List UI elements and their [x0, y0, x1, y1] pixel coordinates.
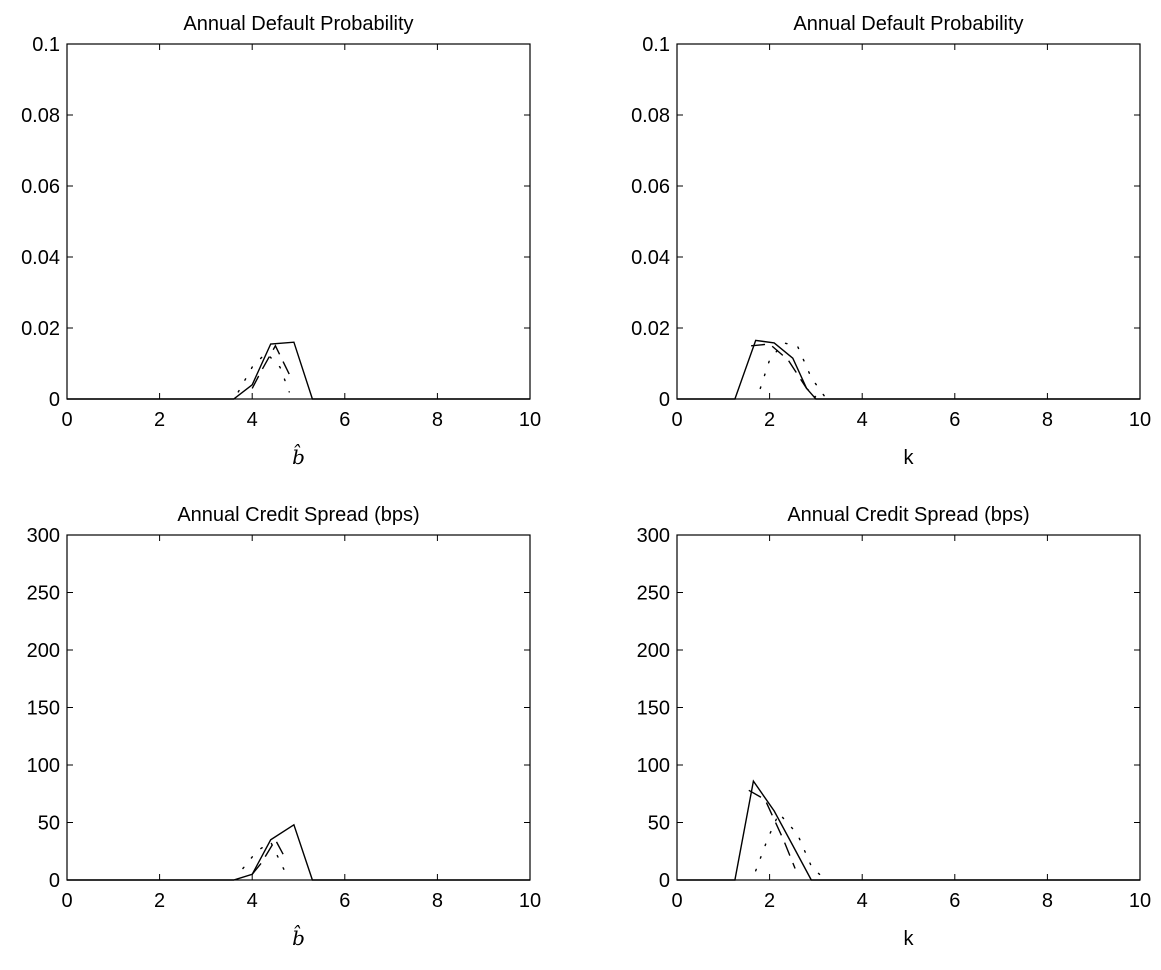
series-line-dotted [242, 840, 286, 872]
series-line-dashed [251, 344, 290, 389]
series-line-solid [677, 779, 1140, 881]
x-tick-label: 4 [857, 890, 868, 912]
x-tick-label: 2 [154, 409, 165, 431]
y-tick-label: 0 [659, 389, 670, 411]
y-tick-label: 0.02 [631, 318, 670, 340]
y-tick-label: 50 [648, 813, 670, 835]
y-tick-label: 100 [637, 755, 670, 777]
chart-title: Annual Default Probability [183, 13, 413, 35]
axes-frame [676, 534, 1141, 881]
x-tick-label: 10 [519, 890, 541, 912]
x-tick-label: 2 [764, 409, 775, 431]
subplot-3: Annual Credit Spread (bps)0 2 4 6 8 100501001… [27, 504, 542, 950]
x-tick-label: 0 [61, 890, 72, 912]
series-line-dotted [755, 812, 826, 881]
subplot-1: Annual Default Probability 0 2 4 6 8 10 0 0.02 0.… [21, 13, 541, 469]
y-tick-label: 0.08 [21, 105, 60, 127]
x-axis-label: b̂ [292, 924, 305, 950]
y-tick-label: 100 [27, 755, 60, 777]
x-tick-label: 8 [1042, 890, 1053, 912]
subplot-4: Annual Credit Spread (bps)0 2 4 6 8 100501001… [637, 504, 1152, 950]
y-tick-label: 150 [27, 698, 60, 720]
y-tick-label: 0.06 [631, 176, 670, 198]
y-tick-label: 0.04 [21, 247, 60, 269]
y-tick-label: 0.1 [642, 34, 670, 56]
y-tick-label: 0 [49, 389, 60, 411]
x-axis-label: b̂ [292, 443, 305, 469]
x-tick-label: 6 [339, 409, 350, 431]
y-tick-label: 300 [637, 525, 670, 547]
x-tick-label: 0 [61, 409, 72, 431]
x-tick-label: 4 [857, 409, 868, 431]
series-line-dashed [751, 343, 817, 398]
y-tick-label: 0.02 [21, 318, 60, 340]
y-tick-label: 150 [637, 698, 670, 720]
series-line-dotted [759, 342, 826, 398]
y-tick-label: 0.06 [21, 176, 60, 198]
x-tick-label: 6 [949, 409, 960, 431]
series-line-solid [677, 339, 1140, 400]
series-line-solid [67, 341, 530, 400]
y-tick-label: 200 [27, 640, 60, 662]
subplot-2: Annual Default Probability 0 2 4 6 8 10 0 0.02 0.… [631, 13, 1151, 469]
x-tick-label: 0 [671, 409, 682, 431]
x-tick-label: 8 [1042, 409, 1053, 431]
x-tick-label: 0 [671, 890, 682, 912]
y-tick-label: 250 [637, 583, 670, 605]
y-tick-label: 0.04 [631, 247, 670, 269]
y-tick-label: 300 [27, 525, 60, 547]
series-line-solid [67, 823, 530, 881]
x-tick-label: 10 [519, 409, 541, 431]
axes-frame [676, 43, 1141, 400]
series-line-dashed [748, 789, 796, 869]
series-line-dashed [251, 838, 286, 875]
x-axis-label: k [904, 928, 915, 950]
chart-title: Annual Credit Spread (bps) [787, 504, 1029, 526]
y-tick-label: 0 [49, 870, 60, 892]
chart-title: Annual Default Probability [793, 13, 1023, 35]
axes-frame [66, 534, 531, 881]
y-tick-label: 0.08 [631, 105, 670, 127]
x-tick-label: 8 [432, 409, 443, 431]
x-tick-label: 4 [247, 409, 258, 431]
axes-frame [66, 43, 531, 400]
x-tick-label: 8 [432, 890, 443, 912]
x-tick-label: 6 [339, 890, 350, 912]
y-tick-label: 200 [637, 640, 670, 662]
x-tick-label: 6 [949, 890, 960, 912]
x-tick-label: 4 [247, 890, 258, 912]
y-tick-label: 0.1 [32, 34, 60, 56]
y-tick-label: 50 [38, 813, 60, 835]
x-tick-label: 10 [1129, 890, 1151, 912]
x-tick-label: 2 [764, 890, 775, 912]
y-tick-label: 0 [659, 870, 670, 892]
x-axis-label: k [904, 447, 915, 469]
chart-title: Annual Credit Spread (bps) [177, 504, 419, 526]
x-tick-label: 10 [1129, 409, 1151, 431]
x-tick-label: 2 [154, 890, 165, 912]
y-tick-label: 250 [27, 583, 60, 605]
